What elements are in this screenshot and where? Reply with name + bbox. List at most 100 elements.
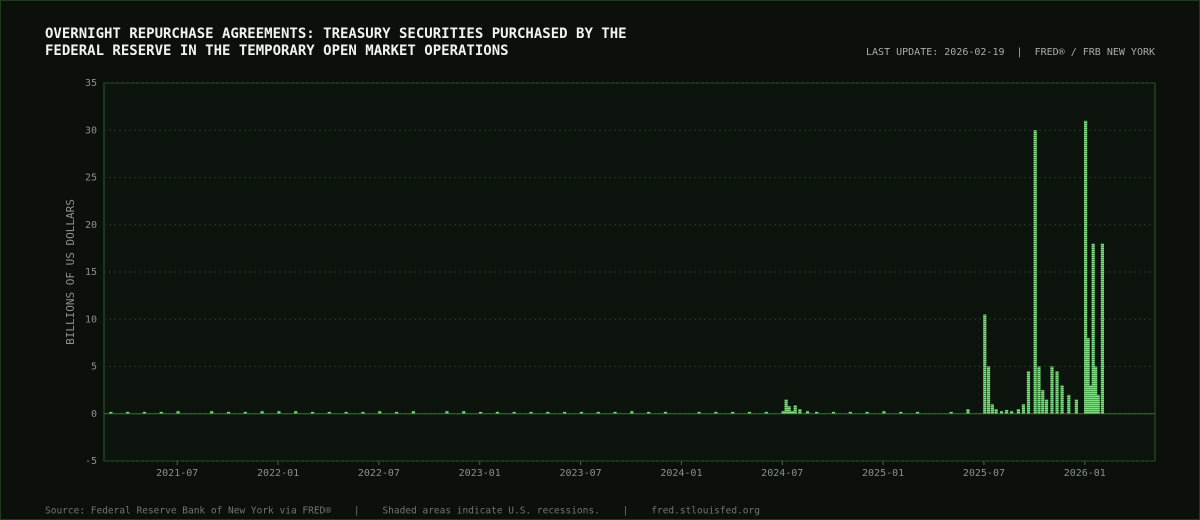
x-tick-label: 2022-01 — [257, 468, 299, 479]
bar — [613, 411, 617, 414]
bar — [1055, 371, 1059, 414]
bar — [176, 410, 180, 414]
x-tick-label: 2021-07 — [156, 468, 198, 479]
bar — [159, 411, 163, 414]
y-tick-label: 10 — [85, 314, 97, 325]
bar — [731, 411, 735, 414]
bar — [983, 314, 987, 414]
bar — [848, 411, 852, 414]
bar — [986, 366, 991, 414]
bar — [226, 411, 231, 414]
bar — [781, 410, 785, 414]
bar — [1010, 410, 1014, 414]
y-tick-label: 20 — [85, 220, 97, 231]
footer: Source: Federal Reserve Bank of New York… — [45, 506, 760, 517]
bar — [831, 411, 836, 414]
bar — [764, 411, 768, 414]
bar — [1005, 409, 1009, 414]
bar — [1044, 399, 1049, 414]
bar — [697, 411, 701, 414]
bar — [1094, 366, 1098, 414]
bar — [1089, 385, 1093, 414]
bar — [966, 409, 970, 414]
bar — [1026, 371, 1031, 414]
bar — [798, 409, 802, 414]
bar — [142, 411, 147, 414]
y-tick-label: 35 — [85, 78, 97, 89]
y-tick-label: 30 — [85, 125, 97, 136]
bar — [1037, 366, 1041, 414]
bar — [344, 411, 348, 414]
x-tick-label: 2025-07 — [963, 468, 1005, 479]
bar — [994, 409, 998, 414]
bar — [1084, 120, 1088, 414]
y-tick-label: 5 — [91, 362, 97, 373]
bar — [714, 411, 718, 414]
chart-title: OVERNIGHT REPURCHASE AGREEMENTS: TREASUR… — [45, 26, 627, 42]
y-tick-label: 15 — [85, 267, 97, 278]
bar — [663, 411, 668, 414]
bar — [378, 410, 382, 414]
bar — [882, 410, 886, 414]
bar — [327, 411, 331, 414]
bar — [1021, 404, 1026, 414]
bar — [495, 411, 499, 414]
bar — [747, 411, 752, 414]
bar — [999, 410, 1004, 414]
bar — [899, 411, 903, 414]
bar — [462, 410, 466, 414]
bar — [126, 411, 130, 414]
y-axis-label: BILLIONS OF US DOLLARS — [64, 199, 77, 345]
bar — [1050, 366, 1054, 414]
bar — [1100, 243, 1105, 414]
x-tick-label: 2026-01 — [1064, 468, 1106, 479]
y-tick-label: 25 — [85, 173, 97, 184]
bar — [243, 411, 247, 414]
bar — [865, 411, 869, 414]
bar — [294, 410, 298, 414]
bar — [949, 411, 953, 414]
x-tick-label: 2023-01 — [459, 468, 501, 479]
bar — [815, 411, 819, 414]
bar — [1067, 394, 1071, 414]
bar — [1096, 394, 1100, 414]
bar — [1074, 399, 1078, 414]
bar — [512, 411, 516, 414]
bar — [529, 411, 533, 414]
y-tick-label: -5 — [85, 456, 97, 467]
bar — [647, 411, 651, 414]
bar — [596, 411, 600, 414]
bar — [478, 411, 483, 414]
bar — [793, 405, 797, 414]
bar — [277, 410, 281, 414]
x-tick-label: 2024-01 — [660, 468, 702, 479]
bar — [1033, 130, 1037, 414]
x-tick-label: 2025-01 — [862, 468, 904, 479]
x-tick-label: 2024-07 — [761, 468, 803, 479]
bar — [563, 411, 567, 414]
y-tick-label: 0 — [91, 409, 97, 420]
bar — [411, 410, 415, 414]
bar — [445, 410, 449, 414]
update-note: LAST UPDATE: 2026-02-19 | FRED® / FRB NE… — [866, 47, 1155, 58]
bar — [310, 411, 315, 414]
chart-title: FEDERAL RESERVE IN THE TEMPORARY OPEN MA… — [45, 43, 509, 59]
x-tick-label: 2023-07 — [560, 468, 602, 479]
x-tick-label: 2022-07 — [358, 468, 400, 479]
bar — [784, 399, 788, 414]
bar — [1060, 385, 1064, 414]
bar — [260, 410, 264, 414]
bar — [1091, 243, 1095, 414]
bar — [790, 410, 794, 414]
bar — [579, 411, 584, 414]
bar — [1041, 390, 1045, 414]
bar — [787, 406, 791, 414]
bar — [1086, 338, 1090, 414]
bar — [394, 411, 399, 414]
bar — [990, 404, 994, 414]
bar — [546, 411, 550, 414]
bar — [630, 410, 634, 414]
bar — [210, 410, 214, 414]
